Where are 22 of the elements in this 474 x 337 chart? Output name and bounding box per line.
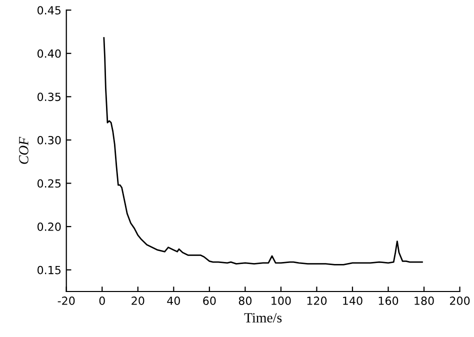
x-tick-label: 120 [307,296,327,305]
y-tick-label: 0.25 [37,179,61,188]
x-tick-label: 40 [167,296,180,305]
x-tick-label: 0 [99,296,105,305]
y-tick-label: 0.40 [37,49,61,58]
x-tick-label: 140 [343,296,362,305]
y-tick-label: 0.15 [37,266,61,274]
y-tick-label: 0.45 [37,6,61,14]
y-tick-label: 0.30 [37,136,61,144]
x-axis-title: Time/s [244,313,282,322]
x-tick-label: 200 [450,296,470,305]
x-tick-label: 100 [272,296,291,305]
y-axis-title: COF [19,136,28,164]
x-tick-label: 20 [132,296,144,305]
y-tick-label: 0.20 [37,222,61,231]
x-tick-label: 180 [414,296,434,305]
line-series [103,37,423,266]
x-tick-label: 60 [203,296,216,305]
y-tick-label: 0.35 [37,92,61,102]
x-tick-label: -20 [58,296,75,305]
x-tick-label: 160 [378,296,398,305]
x-tick-label: 80 [238,296,252,305]
